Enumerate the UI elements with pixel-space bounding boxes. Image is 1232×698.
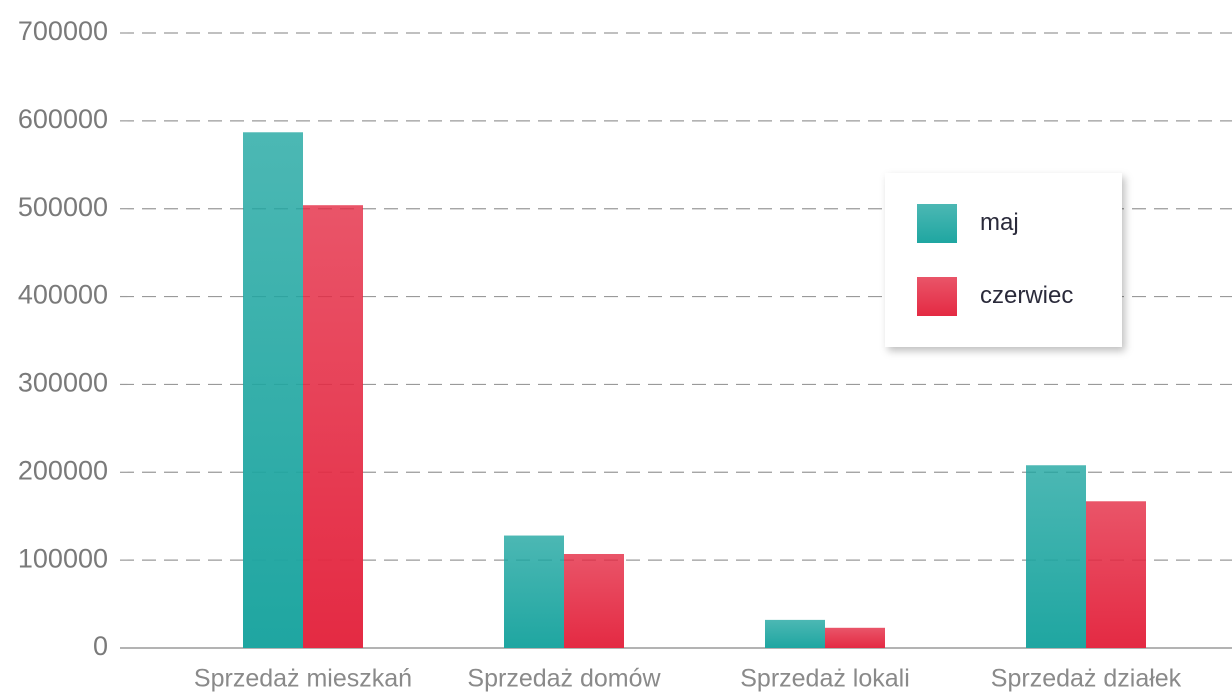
y-tick-label: 100000: [18, 543, 108, 573]
x-tick-label: Sprzedaż lokali: [740, 665, 910, 693]
bar: [564, 553, 624, 648]
legend-box: [885, 173, 1122, 347]
bar: [1026, 465, 1086, 648]
y-tick-label: 0: [93, 631, 108, 661]
y-tick-label: 200000: [18, 455, 108, 485]
y-tick-label: 600000: [18, 104, 108, 134]
bar: [765, 619, 825, 648]
bar: [243, 132, 303, 648]
legend-swatch: [917, 277, 957, 316]
y-tick-label: 300000: [18, 368, 108, 398]
y-tick-label: 700000: [18, 16, 108, 46]
bar: [303, 205, 363, 648]
bar: [504, 535, 564, 648]
legend-label: czerwiec: [980, 282, 1073, 309]
y-tick-label: 400000: [18, 280, 108, 310]
y-tick-label: 500000: [18, 192, 108, 222]
legend-swatch: [917, 204, 957, 243]
x-tick-label: Sprzedaż działek: [991, 665, 1182, 693]
x-tick-label: Sprzedaż mieszkań: [194, 665, 412, 693]
bar: [1086, 501, 1146, 648]
bar: [825, 627, 885, 648]
legend-label: maj: [980, 209, 1019, 236]
x-tick-label: Sprzedaż domów: [467, 665, 661, 693]
